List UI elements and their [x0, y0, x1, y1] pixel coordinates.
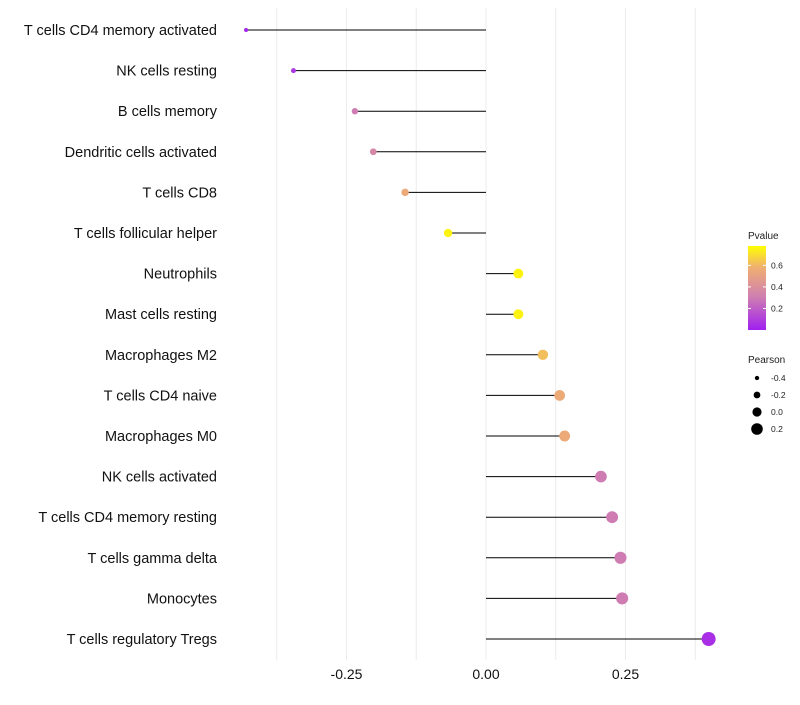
y-tick-labels: T cells CD4 memory activated NK cells res…: [24, 23, 218, 648]
lollipop-dot: [559, 430, 571, 442]
pearson-legend: Pearson -0.4 -0.2 0.0 0.2: [748, 355, 786, 435]
pvalue-legend: Pvalue 0.2 0.4 0.6: [748, 231, 783, 330]
lollipop-dot: [290, 68, 297, 74]
lollipop-dot: [513, 268, 524, 279]
lollipop-dot: [401, 188, 409, 197]
x-tick-labels: -0.25 0.00 0.25: [331, 666, 640, 682]
x-tick-label: 0.00: [472, 666, 499, 682]
y-tick-label: Neutrophils: [144, 267, 217, 283]
y-tick-label: T cells regulatory Tregs: [67, 632, 217, 648]
grid-lines: [276, 8, 696, 660]
lollipop-dot: [554, 390, 566, 401]
pearson-size-key: [752, 407, 762, 417]
lollipop-dot: [595, 470, 607, 483]
lollipop-dot: [443, 228, 453, 238]
y-tick-label: T cells CD4 memory activated: [24, 23, 217, 39]
lollipop-dot: [513, 309, 524, 320]
pvalue-tick-label: 0.2: [771, 303, 783, 313]
lollipop-dot: [606, 511, 619, 524]
y-tick-label: T cells CD4 naive: [104, 388, 217, 404]
y-tick-label: B cells memory: [118, 104, 218, 120]
pearson-tick-label: 0.0: [771, 407, 783, 417]
pvalue-legend-title: Pvalue: [748, 231, 779, 242]
lollipop-stems: [246, 29, 709, 640]
y-tick-label: Dendritic cells activated: [65, 145, 217, 161]
pvalue-colorbar: [748, 246, 766, 330]
lollipop-dot: [537, 349, 549, 361]
y-tick-label: T cells CD4 memory resting: [38, 510, 217, 526]
pearson-tick-label: 0.2: [771, 424, 783, 434]
pvalue-tick-label: 0.4: [771, 282, 783, 292]
y-tick-label: T cells CD8: [142, 185, 217, 201]
y-tick-label: Monocytes: [147, 591, 217, 607]
y-tick-label: T cells follicular helper: [74, 226, 217, 242]
y-tick-label: NK cells activated: [102, 470, 217, 486]
pvalue-tick-label: 0.6: [771, 260, 783, 270]
y-tick-label: Mast cells resting: [105, 307, 217, 323]
pearson-tick-label: -0.4: [771, 373, 786, 383]
y-tick-label: NK cells resting: [116, 64, 217, 80]
lollipop-dots: [244, 28, 716, 646]
lollipop-dot: [614, 551, 627, 564]
pearson-size-key: [753, 391, 761, 399]
x-tick-label: -0.25: [331, 666, 363, 682]
y-tick-label: T cells gamma delta: [88, 551, 218, 567]
lollipop-dot: [351, 108, 359, 115]
pearson-size-key: [754, 375, 760, 381]
pearson-size-key: [751, 423, 763, 435]
lollipop-dot: [369, 148, 377, 156]
lollipop-dot: [701, 632, 716, 646]
y-tick-label: Macrophages M2: [105, 348, 217, 364]
lollipop-dot: [616, 592, 629, 605]
pearson-legend-title: Pearson: [748, 355, 785, 366]
pearson-tick-label: -0.2: [771, 390, 786, 400]
x-tick-label: 0.25: [612, 666, 639, 682]
y-tick-label: Macrophages M0: [105, 429, 217, 445]
lollipop-dot: [244, 28, 249, 32]
